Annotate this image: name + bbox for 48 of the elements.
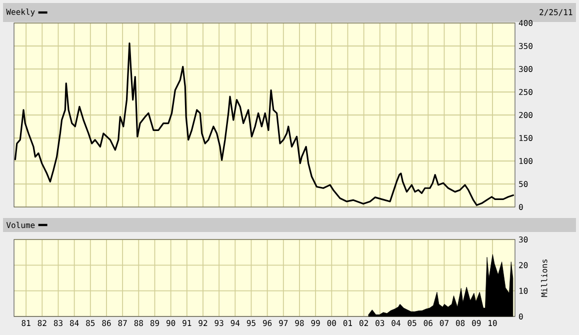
x-tick-label: 93 bbox=[214, 320, 224, 326]
x-tick-label: 99 bbox=[311, 320, 320, 326]
x-tick-label: 05 bbox=[408, 320, 416, 326]
line-series bbox=[14, 42, 515, 206]
y-tick-label: 30 bbox=[519, 236, 528, 243]
x-tick-label: 97 bbox=[279, 320, 288, 326]
y-tick-label: 50 bbox=[519, 180, 528, 188]
x-tick-label: 01 bbox=[343, 320, 352, 326]
x-tick-label: 07 bbox=[440, 320, 448, 326]
x-tick-label: 09 bbox=[472, 320, 481, 326]
y-tick-label: 350 bbox=[519, 42, 532, 50]
y-tick-label: 100 bbox=[519, 158, 532, 164]
x-tick-label: 82 bbox=[38, 320, 46, 326]
x-tick-label: 98 bbox=[295, 320, 304, 326]
x-tick-label: 83 bbox=[54, 320, 62, 326]
x-tick-label: 06 bbox=[424, 320, 432, 326]
y-tick-label: 0 bbox=[519, 313, 523, 320]
x-tick-label: 88 bbox=[134, 320, 143, 326]
x-tick-label: 89 bbox=[150, 320, 160, 326]
legend-label: Weekly bbox=[6, 8, 35, 16]
x-tick-label: 85 bbox=[86, 320, 95, 326]
x-tick-label: 95 bbox=[246, 320, 256, 326]
y-tick-label: 200 bbox=[519, 112, 532, 118]
y-tick-label: 10 bbox=[519, 288, 528, 294]
y-tick-label: 400 bbox=[518, 20, 532, 26]
x-tick-label: 91 bbox=[182, 320, 192, 326]
y-tick-label: 250 bbox=[519, 88, 532, 96]
x-tick-label: 87 bbox=[118, 320, 127, 326]
x-tick-label: 94 bbox=[230, 320, 240, 326]
y-tick-label: 0 bbox=[519, 204, 523, 210]
legend-label: Volume bbox=[6, 222, 35, 228]
x-tick-label: 04 bbox=[392, 320, 400, 326]
y-tick-label: 150 bbox=[519, 134, 532, 142]
x-tick-label: 96 bbox=[263, 320, 272, 326]
x-tick-label: 03 bbox=[376, 320, 384, 326]
y-tick-label: 20 bbox=[519, 262, 528, 268]
x-tick-label: 84 bbox=[70, 320, 79, 326]
x-tick-label: 90 bbox=[166, 320, 176, 326]
y-axis-title: Millions bbox=[541, 260, 548, 297]
text: 2/25/11 bbox=[540, 9, 572, 16]
y-tick-label: 300 bbox=[519, 66, 532, 72]
x-tick-label: 92 bbox=[198, 320, 208, 326]
x-tick-label: 02 bbox=[360, 320, 368, 326]
x-tick-label: 81 bbox=[22, 320, 30, 326]
x-tick-label: 00 bbox=[327, 320, 336, 326]
x-tick-label: 10 bbox=[488, 320, 497, 326]
x-tick-label: 08 bbox=[456, 320, 465, 326]
x-tick-label: 86 bbox=[102, 320, 111, 326]
